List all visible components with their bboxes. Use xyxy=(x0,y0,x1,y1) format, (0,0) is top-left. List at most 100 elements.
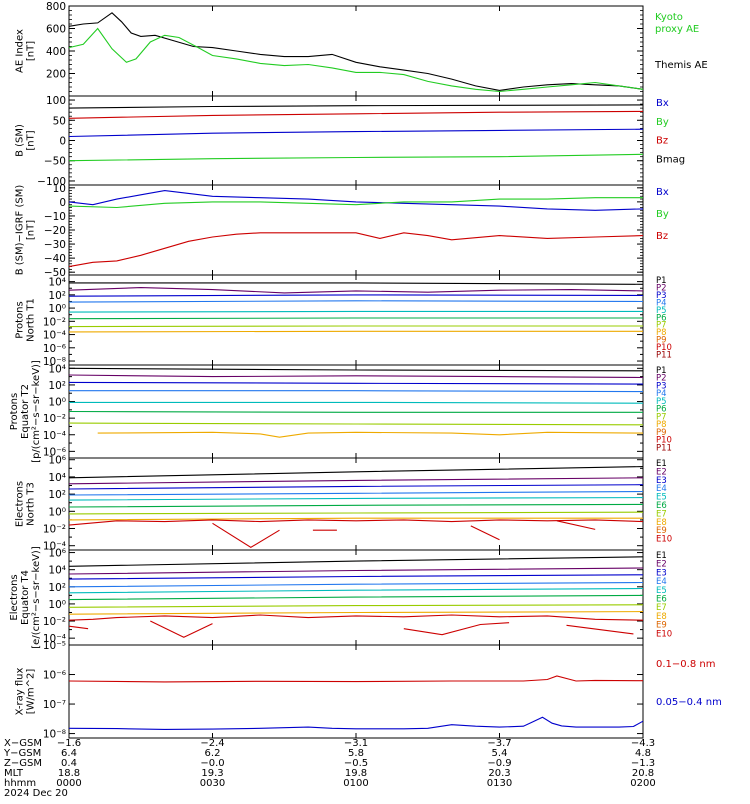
axis-row-value: −3.7 xyxy=(487,738,511,749)
axis-row-value: 5.4 xyxy=(492,748,508,759)
series-line-p4 xyxy=(69,390,644,393)
series-line-p6 xyxy=(68,410,643,413)
legend-entry: P2 xyxy=(656,283,667,293)
legend-entry: E10 xyxy=(656,629,672,639)
legend-entry: P1 xyxy=(656,366,667,376)
series-line-e10-dips-b xyxy=(150,620,213,638)
y-axis-label: [nT] xyxy=(26,41,37,61)
axis-row-value: 5.8 xyxy=(348,748,364,759)
y-tick-label: 10⁰ xyxy=(48,506,66,518)
series-line-by xyxy=(68,153,644,162)
legend-entry: E10 xyxy=(656,535,672,545)
y-tick-label: 10⁻² xyxy=(43,316,66,328)
series-line-e10-dips-a xyxy=(212,522,280,549)
legend-entry: Bx xyxy=(656,98,669,109)
y-tick-label: 10⁻² xyxy=(43,413,66,425)
y-tick-label: 10⁻⁴ xyxy=(43,330,66,342)
series-line-by xyxy=(68,197,643,209)
y-axis-label: Equator T2 xyxy=(20,384,31,439)
y-tick-label: 10⁻⁶ xyxy=(43,343,66,355)
legend-entry: P8 xyxy=(656,420,667,430)
axis-row-value: 0030 xyxy=(200,778,225,789)
axis-row-value: −4.3 xyxy=(631,738,655,749)
series-line-0-05-0-4-nm xyxy=(68,716,644,730)
series-line-p1 xyxy=(69,282,644,285)
legend-entry: 0.1−0.8 nm xyxy=(656,659,715,670)
legend-entry: P6 xyxy=(656,405,667,415)
series-line-e7 xyxy=(68,511,644,515)
axis-row-value: 0130 xyxy=(487,778,512,789)
y-tick-label: −20 xyxy=(44,225,66,237)
legend-entry: E6 xyxy=(656,595,667,605)
y-tick-label: −40 xyxy=(44,253,66,265)
y-tick-label: −100 xyxy=(37,176,66,188)
axis-row-value: 0.4 xyxy=(61,758,77,769)
y-tick-label: 10⁴ xyxy=(48,363,66,375)
legend-entry: E2 xyxy=(656,560,667,570)
legend-entry: E9 xyxy=(656,621,667,631)
legend-entry: E8 xyxy=(656,518,667,528)
legend-entry: P9 xyxy=(656,336,667,346)
y-axis-label: AE Index xyxy=(15,29,26,73)
y-tick-label: 10² xyxy=(48,290,66,302)
legend-entry: Bz xyxy=(656,136,668,147)
y-tick-label: 0 xyxy=(59,136,66,148)
y-axis-label: Protons xyxy=(15,301,26,338)
series-line-e6 xyxy=(68,503,644,508)
y-axis-label: B (SM)−IGRF (SM) xyxy=(15,185,26,276)
y-tick-label: 10 xyxy=(53,183,66,195)
y-tick-label: 10⁴ xyxy=(48,277,66,289)
legend-entry: P3 xyxy=(656,381,667,391)
legend-entry: P11 xyxy=(656,443,672,453)
legend-entry: E3 xyxy=(656,568,667,578)
axis-row-label: MLT xyxy=(4,768,24,779)
legend-entry: proxy AE xyxy=(655,24,699,35)
y-tick-label: 400 xyxy=(46,46,66,58)
series-line-e1 xyxy=(68,556,644,567)
y-axis-label: B (SM) xyxy=(15,124,26,157)
legend-entry: E4 xyxy=(656,577,667,587)
axis-row-label: X−GSM xyxy=(4,738,42,749)
series-line-e5 xyxy=(68,497,644,501)
series-line-kyoto-proxy-ae xyxy=(68,27,644,93)
legend-entry: P7 xyxy=(656,321,667,331)
legend-entry: E1 xyxy=(656,459,667,469)
legend-entry: E2 xyxy=(656,467,667,477)
axis-row-value: 0100 xyxy=(343,778,368,789)
y-tick-label: 10⁻⁸ xyxy=(43,729,66,741)
axis-row-value: −2.4 xyxy=(200,738,224,749)
legend-entry: P11 xyxy=(656,351,672,361)
y-axis-label: [W/m^2] xyxy=(26,669,37,715)
y-axis-label: Electrons xyxy=(9,574,20,620)
series-line-e10-dips-a xyxy=(68,625,89,630)
legend-entry: P5 xyxy=(656,306,667,316)
y-tick-label: 10² xyxy=(48,380,66,392)
axis-row-value: 4.8 xyxy=(635,748,651,759)
y-tick-label: 200 xyxy=(46,69,66,81)
series-line-e3 xyxy=(68,574,644,580)
legend-entry: E7 xyxy=(656,603,667,613)
legend-entry: By xyxy=(656,117,669,128)
y-tick-label: 0 xyxy=(59,197,66,209)
y-tick-label: 10⁶ xyxy=(48,455,66,467)
axis-row-value: 6.2 xyxy=(205,748,221,759)
axis-row-label: Z−GSM xyxy=(4,758,42,769)
legend-entry: E9 xyxy=(656,526,667,536)
y-tick-label: 10² xyxy=(48,582,66,594)
legend-entry: P10 xyxy=(656,343,672,353)
legend-entry: E5 xyxy=(656,493,667,503)
axis-row-value: 0000 xyxy=(56,778,81,789)
y-tick-label: 10⁻⁴ xyxy=(43,541,66,553)
series-line-bz xyxy=(68,232,644,268)
series-line-e10-dips-d xyxy=(566,624,634,635)
series-line-e2 xyxy=(68,567,644,575)
y-tick-label: 10⁴ xyxy=(48,565,66,577)
y-tick-label: 10⁻⁴ xyxy=(43,633,66,645)
y-tick-label: 10⁴ xyxy=(48,472,66,484)
axis-row-value: 19.3 xyxy=(201,768,223,779)
y-axis-label: Protons xyxy=(9,393,20,430)
legend-entry: E4 xyxy=(656,484,667,494)
legend-entry: P6 xyxy=(656,313,667,323)
series-line-p7 xyxy=(68,422,644,426)
